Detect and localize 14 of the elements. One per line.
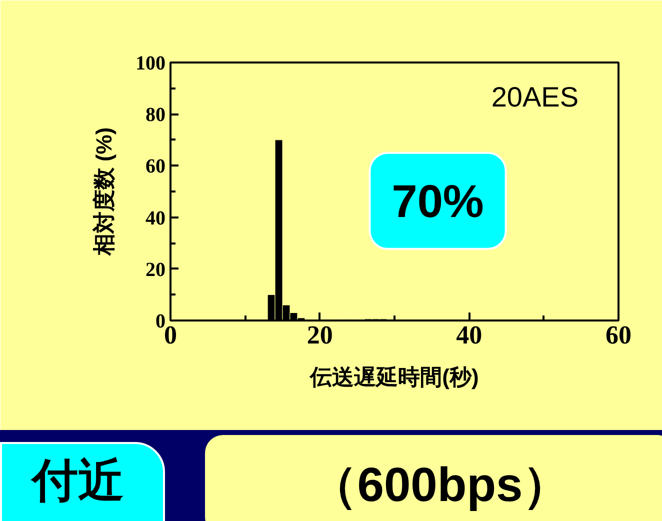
y-tick-label: 60 (146, 156, 166, 178)
y-tick-label: 80 (146, 104, 166, 126)
x-tick-label: 20 (306, 320, 333, 350)
annotation: 70% (392, 174, 484, 227)
y-tick-label: 100 (136, 52, 166, 74)
x-tick-label: 40 (456, 320, 482, 350)
x-axis-title: 伝送遅延時間(秒) (309, 364, 479, 390)
text: 付近 (32, 453, 124, 508)
y-tick-label: 40 (146, 207, 166, 230)
y-tick-label: 20 (146, 258, 166, 281)
text: （600bps） (309, 458, 571, 514)
y-axis-title: 相対度数 (%) (92, 127, 116, 257)
x-tick-label: 60 (606, 320, 632, 350)
annotation: 20AES (491, 82, 578, 112)
